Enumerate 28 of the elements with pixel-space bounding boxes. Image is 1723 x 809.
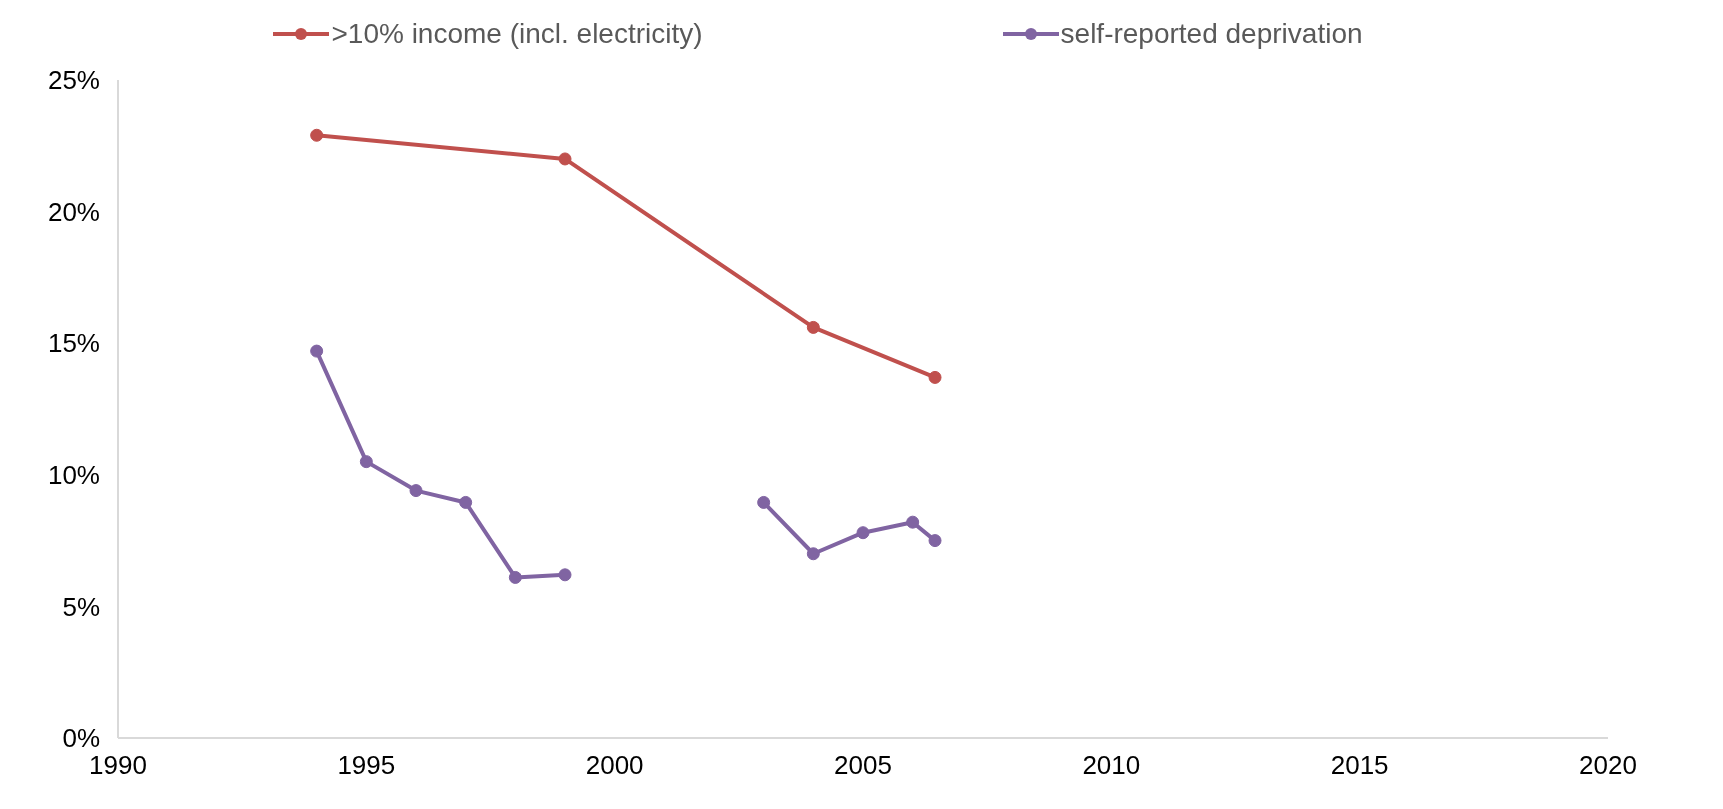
point	[459, 495, 473, 509]
point	[310, 128, 324, 142]
point	[757, 495, 771, 509]
point	[409, 484, 423, 498]
x-tick-label: 2020	[1579, 750, 1637, 781]
y-tick-label: 5%	[62, 591, 100, 622]
y-tick-label: 25%	[47, 65, 100, 96]
x-tick-label: 2015	[1330, 750, 1389, 781]
x-tick-label: 2010	[1082, 750, 1141, 781]
point	[928, 534, 942, 548]
y-tick-label: 15%	[47, 328, 100, 359]
legend-label: self-reported deprivation	[1060, 18, 1363, 50]
point	[806, 320, 820, 334]
legend-label: >10% income (incl. electricity)	[331, 18, 703, 50]
point	[558, 152, 572, 166]
point	[906, 515, 920, 529]
point	[806, 547, 820, 561]
point	[558, 568, 572, 582]
y-tick-label: 20%	[47, 196, 100, 227]
y-tick-label: 10%	[47, 460, 100, 491]
x-tick-label: 2005	[834, 750, 892, 781]
point	[310, 344, 324, 358]
x-tick-label: 2000	[585, 750, 644, 781]
x-tick-label: 1995	[337, 750, 396, 781]
point	[856, 526, 870, 540]
point	[928, 370, 942, 384]
point	[359, 455, 373, 469]
point	[508, 570, 522, 584]
